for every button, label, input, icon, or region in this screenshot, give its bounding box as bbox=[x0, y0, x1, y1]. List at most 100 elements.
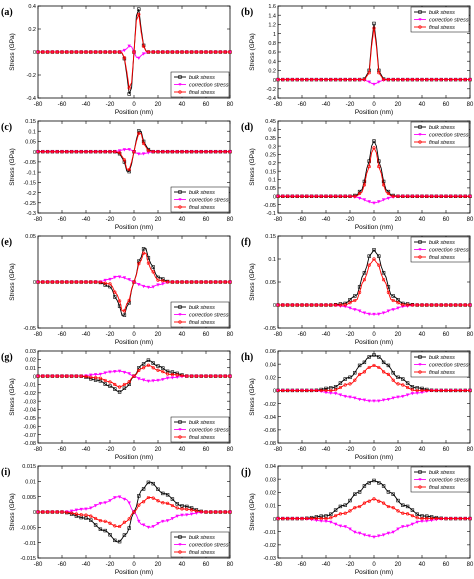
data-point-final bbox=[214, 280, 218, 284]
data-point-final bbox=[113, 290, 117, 294]
chart-panel-a: (a) -0.4 -0.2 0 0.2 0.4 -80 -60 -40 -20 0 20 40 60 80 P… bbox=[1, 4, 234, 116]
data-point-bulk bbox=[108, 533, 112, 537]
data-point-final bbox=[108, 521, 112, 525]
legend-label: final stress bbox=[429, 485, 455, 491]
x-tick-label: 20 bbox=[155, 562, 162, 568]
data-point-correction bbox=[410, 392, 415, 396]
y-tick-label: 0.4 bbox=[28, 4, 36, 10]
legend-label: correction stress bbox=[429, 18, 469, 24]
data-point-final bbox=[218, 510, 222, 514]
legend-marker bbox=[418, 485, 422, 489]
x-tick-label: 60 bbox=[443, 332, 450, 338]
data-point-correction bbox=[185, 513, 189, 517]
y-tick-label: 0.01 bbox=[25, 366, 36, 372]
data-point-final bbox=[79, 50, 83, 54]
legend-label: bulk stress bbox=[429, 355, 455, 361]
data-point-final bbox=[223, 374, 227, 378]
data-point-correction bbox=[420, 391, 424, 395]
data-point-bulk bbox=[127, 526, 131, 530]
data-point-final bbox=[127, 517, 131, 521]
data-point-correction bbox=[348, 527, 352, 531]
x-tick-label: -80 bbox=[274, 447, 283, 453]
x-tick-label: 80 bbox=[227, 102, 234, 108]
legend-label: correction stress bbox=[429, 248, 469, 254]
data-point-final bbox=[353, 194, 357, 198]
x-tick-label: 20 bbox=[395, 332, 402, 338]
data-point-bulk bbox=[410, 508, 415, 512]
y-axis-label: Stress (GPa) bbox=[249, 148, 256, 186]
x-axis-label: Position (nm) bbox=[355, 569, 393, 576]
data-point-final bbox=[382, 501, 386, 505]
y-tick-label: -0.4 bbox=[27, 96, 36, 102]
data-point-final bbox=[166, 50, 170, 54]
data-point-correction bbox=[151, 525, 155, 529]
data-point-final bbox=[396, 194, 400, 198]
legend-label: bulk stress bbox=[189, 75, 215, 81]
data-point-correction bbox=[372, 535, 376, 539]
data-point-final bbox=[185, 150, 189, 154]
data-point-correction bbox=[151, 285, 155, 289]
data-point-final bbox=[69, 280, 74, 284]
chart-panel-e: (e) -0.05 0 0.05 -80 -60 -40 -20 0 20 40 60 80 Positi… bbox=[1, 234, 234, 346]
y-axis-label: Stress (GPa) bbox=[249, 263, 256, 301]
x-tick-label: 60 bbox=[443, 217, 450, 223]
legend-label: bulk stress bbox=[429, 125, 455, 131]
data-point-final bbox=[290, 516, 295, 521]
data-point-final bbox=[65, 50, 69, 54]
legend-label: bulk stress bbox=[189, 535, 215, 541]
data-point-final bbox=[324, 194, 328, 198]
data-point-bulk bbox=[180, 504, 184, 508]
data-point-final bbox=[93, 376, 98, 380]
data-point-final bbox=[396, 382, 400, 386]
data-point-bulk bbox=[146, 358, 151, 362]
data-point-final bbox=[468, 77, 472, 82]
y-axis-label: Stress (GPa) bbox=[249, 33, 256, 71]
data-point-final bbox=[439, 303, 443, 307]
data-point-bulk bbox=[367, 254, 371, 258]
data-point-final bbox=[295, 388, 299, 393]
data-point-final bbox=[214, 374, 218, 378]
data-point-final bbox=[60, 374, 64, 378]
data-point-correction bbox=[170, 376, 175, 380]
data-point-final bbox=[444, 303, 448, 307]
legend-marker bbox=[418, 355, 422, 359]
y-tick-label: -0.08 bbox=[263, 441, 276, 447]
data-point-final bbox=[142, 251, 146, 255]
data-point-final bbox=[218, 150, 222, 154]
y-tick-label: 0.15 bbox=[265, 169, 276, 175]
x-tick-label: 40 bbox=[179, 562, 186, 568]
data-point-final bbox=[65, 150, 69, 154]
data-point-correction bbox=[372, 399, 376, 403]
data-point-correction bbox=[357, 196, 362, 201]
data-point-bulk bbox=[396, 498, 400, 503]
data-point-final bbox=[142, 366, 146, 370]
x-tick-label: 0 bbox=[372, 562, 376, 568]
data-point-final bbox=[319, 303, 323, 307]
data-point-correction bbox=[396, 306, 400, 310]
x-tick-label: 80 bbox=[227, 332, 234, 338]
data-point-correction bbox=[372, 82, 376, 87]
x-tick-label: 20 bbox=[155, 332, 162, 338]
data-point-final bbox=[156, 278, 160, 282]
data-point-final bbox=[223, 50, 227, 54]
x-tick-label: -40 bbox=[322, 102, 331, 108]
data-point-correction bbox=[396, 527, 400, 531]
data-point-final bbox=[180, 374, 184, 378]
data-point-correction bbox=[103, 278, 107, 283]
data-point-final bbox=[223, 280, 227, 284]
data-point-final bbox=[382, 278, 386, 282]
x-tick-label: -20 bbox=[346, 447, 355, 453]
data-point-correction bbox=[391, 530, 395, 534]
data-point-final bbox=[98, 50, 102, 54]
data-point-final bbox=[319, 516, 323, 521]
data-point-bulk bbox=[367, 355, 371, 359]
data-point-final bbox=[69, 511, 74, 515]
data-point-correction bbox=[113, 496, 117, 500]
data-point-correction bbox=[141, 284, 146, 289]
x-tick-label: 60 bbox=[443, 562, 450, 568]
data-point-final bbox=[420, 303, 424, 307]
data-point-final bbox=[458, 194, 463, 198]
chart-panel-h: (h) -0.08 -0.06 -0.04 -0.02 0 0.02 0.04 0.06 -80 -… bbox=[241, 349, 474, 461]
data-point-final bbox=[334, 194, 338, 198]
